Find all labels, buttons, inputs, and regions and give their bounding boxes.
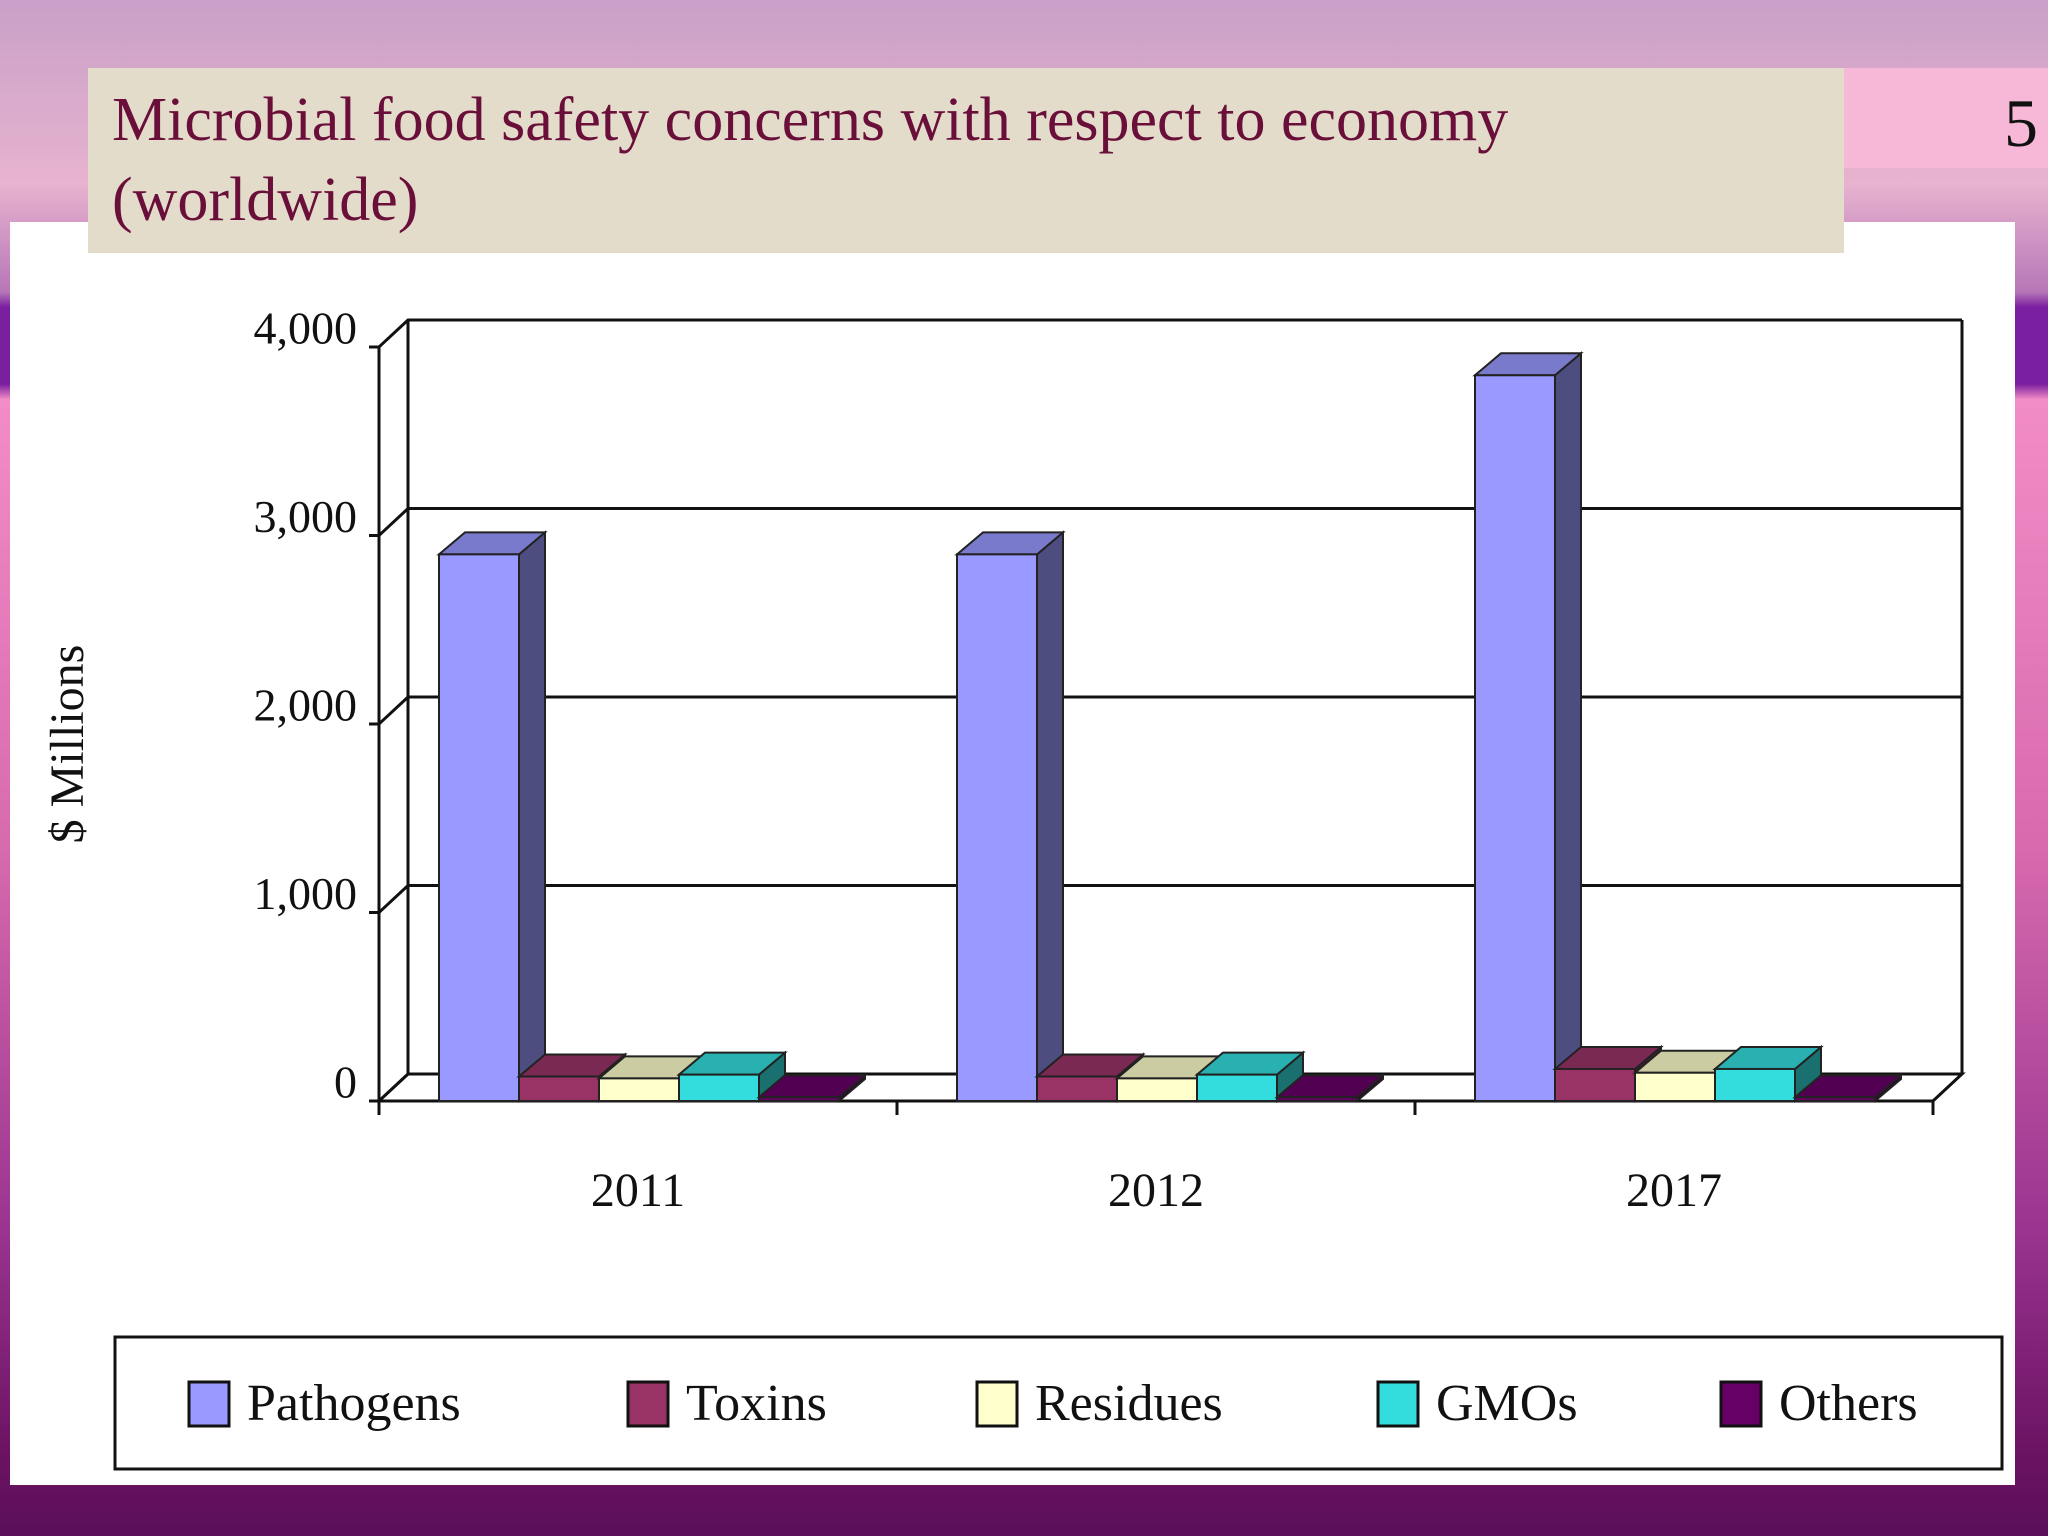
y-tick-label: 1,000 <box>254 868 358 919</box>
grid-line <box>377 507 1962 537</box>
bar <box>1116 1077 1198 1103</box>
legend-swatch <box>187 1380 231 1428</box>
bar <box>518 1075 600 1102</box>
y-tick-label: 4,000 <box>254 303 358 354</box>
y-tick-label: 0 <box>334 1057 357 1108</box>
legend-label: Pathogens <box>247 1375 461 1432</box>
grid-line <box>377 318 1962 349</box>
bar <box>1794 1096 1876 1102</box>
legend-label: Others <box>1779 1375 1918 1432</box>
legend-swatch <box>1719 1380 1763 1428</box>
y-tick-label: 2,000 <box>254 680 358 731</box>
bar <box>1474 374 1556 1102</box>
bar <box>1196 1073 1278 1102</box>
bar <box>758 1096 840 1102</box>
grid-line <box>377 884 1962 914</box>
bar <box>956 553 1038 1102</box>
legend-label: Residues <box>1035 1375 1223 1432</box>
bar-side <box>518 530 546 1104</box>
bar <box>1554 1067 1636 1102</box>
slide-number: 5 <box>1844 68 2048 168</box>
bar <box>1036 1075 1118 1102</box>
x-tick-label: 2011 <box>591 1164 685 1217</box>
legend-label: Toxins <box>686 1375 827 1432</box>
x-tick-label: 2012 <box>1108 1164 1204 1217</box>
y-tick-label: 3,000 <box>254 491 358 542</box>
grid-line <box>377 1072 1962 1103</box>
bar-side <box>1554 351 1582 1104</box>
legend-swatch <box>975 1380 1019 1428</box>
y-axis-label: $ Millions <box>41 645 94 844</box>
x-tick-label: 2017 <box>1626 1164 1722 1217</box>
bar <box>438 553 520 1102</box>
bar <box>1714 1067 1796 1102</box>
slide-title-box: Microbial food safety concerns with resp… <box>88 68 1844 253</box>
bar <box>678 1073 760 1102</box>
grid-line <box>377 695 1962 726</box>
legend-label: GMOs <box>1436 1375 1578 1432</box>
legend-swatch <box>626 1380 670 1428</box>
legend-box <box>113 1335 2004 1471</box>
bar <box>598 1077 680 1103</box>
bar <box>1276 1096 1358 1102</box>
bar-side <box>1036 530 1064 1104</box>
slide-title: Microbial food safety concerns with resp… <box>112 86 1509 234</box>
bar <box>1634 1071 1716 1102</box>
legend-swatch <box>1376 1380 1420 1428</box>
